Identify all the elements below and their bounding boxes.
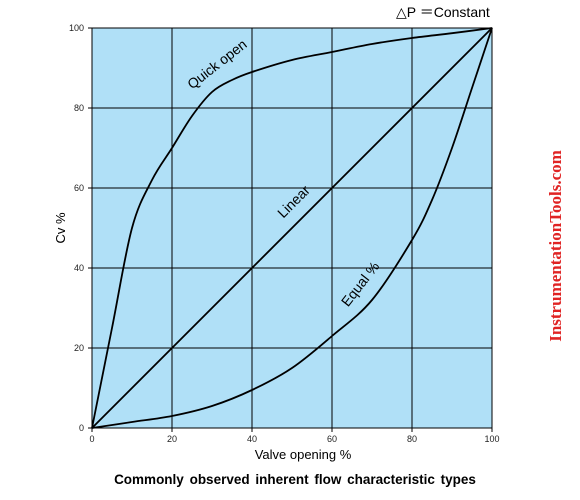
y-tick-label: 0	[79, 423, 84, 433]
y-tick-label: 80	[74, 103, 84, 113]
grid-lines	[92, 28, 492, 428]
x-tick-label: 60	[327, 434, 337, 444]
y-tick-label: 20	[74, 343, 84, 353]
y-tick-label: 40	[74, 263, 84, 273]
constant-pressure-label: △P ＝Constant	[396, 4, 490, 20]
x-axis-title: Valve opening %	[255, 447, 352, 462]
y-tick-label: 60	[74, 183, 84, 193]
y-tick-label: 100	[69, 23, 84, 33]
x-tick-label: 0	[89, 434, 94, 444]
series-line-equal-percent	[91, 27, 493, 429]
series-line-quick-open	[91, 27, 493, 429]
x-tick-label: 100	[484, 434, 499, 444]
y-axis-ticks: 0 20 40 60 80 100	[69, 23, 92, 433]
x-axis-ticks: 0 20 40 60 80 100	[89, 428, 500, 444]
series-line-linear	[91, 27, 493, 429]
chart-title: Commonly observed inherent flow characte…	[114, 472, 476, 487]
x-tick-label: 80	[407, 434, 417, 444]
x-tick-label: 40	[247, 434, 257, 444]
y-axis-title: Cv %	[53, 212, 68, 244]
curves	[91, 27, 493, 429]
watermark: InstrumentationTools.com	[546, 150, 565, 342]
x-tick-label: 20	[167, 434, 177, 444]
plot-frame	[91, 27, 493, 429]
